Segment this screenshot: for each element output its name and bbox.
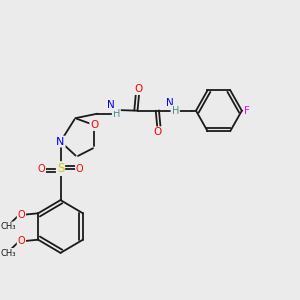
Text: N: N	[107, 100, 115, 110]
Text: F: F	[244, 106, 250, 116]
Text: H: H	[113, 109, 120, 119]
Text: O: O	[76, 164, 83, 174]
Text: O: O	[90, 120, 98, 130]
Text: O: O	[135, 84, 143, 94]
Text: O: O	[18, 236, 25, 246]
Text: CH₃: CH₃	[0, 222, 16, 231]
Text: H: H	[172, 106, 179, 116]
Text: N: N	[166, 98, 173, 108]
Text: N: N	[56, 136, 65, 147]
Text: O: O	[153, 127, 161, 137]
Text: O: O	[38, 164, 45, 174]
Text: O: O	[18, 210, 25, 220]
Text: CH₃: CH₃	[0, 249, 16, 258]
Text: S: S	[57, 162, 64, 175]
